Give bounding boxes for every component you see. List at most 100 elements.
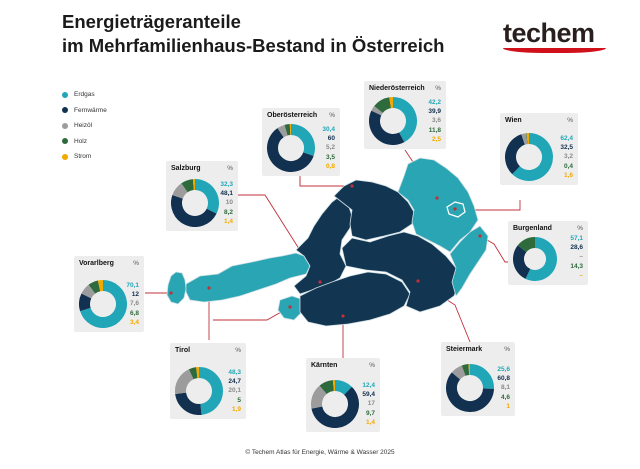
value-strom: 2,5 (431, 135, 441, 143)
percent-unit: % (435, 85, 441, 92)
value-fernwaerme: 32,5 (560, 144, 573, 152)
slice-holz (461, 364, 470, 376)
dot-wien (453, 207, 457, 211)
value-heizoel: 20,1 (228, 387, 241, 395)
percent-unit: % (369, 362, 375, 369)
percent-unit: % (567, 117, 573, 124)
value-holz: 9,7 (365, 409, 375, 417)
value-fernwaerme: 59,4 (362, 391, 375, 399)
percent-unit: % (227, 165, 233, 172)
card-salzburg: Salzburg% 32,3 48,1 10 8,2 1,4 (166, 161, 238, 231)
slice-fernwaerme (446, 372, 494, 412)
value-holz: 4,6 (500, 393, 510, 401)
percent-unit: % (235, 347, 241, 354)
value-erdgas: 42,2 (428, 99, 441, 106)
card-niederoesterreich: Niederösterreich% 42,2 39,9 3,6 11,8 2,5 (364, 81, 446, 149)
slice-heizoel (172, 183, 188, 200)
donut-chart (175, 367, 223, 415)
dot-oberoesterreich (350, 184, 354, 188)
value-heizoel: 3,2 (563, 153, 573, 161)
region-name: Kärnten (311, 362, 338, 369)
value-erdgas: 70,1 (126, 282, 139, 289)
slice-heizoel (175, 369, 194, 395)
slice-erdgas (512, 133, 553, 181)
slice-holz (517, 237, 536, 253)
slice-fernwaerme (311, 386, 359, 428)
slice-heizoel (81, 284, 96, 299)
percent-unit: % (504, 346, 510, 353)
slice-fernwaerme (267, 128, 314, 172)
title-line-2: im Mehrfamilienhaus-Bestand in Österreic… (62, 35, 445, 56)
slice-erdgas (194, 179, 219, 214)
region-name: Niederösterreich (369, 85, 425, 92)
dot-vorarlberg (169, 291, 173, 295)
region-name: Vorarlberg (79, 260, 114, 267)
card-steiermark: Steiermark% 25,6 60,8 8,1 4,6 1 (441, 342, 515, 416)
dot-burgenland (478, 234, 482, 238)
value-heizoel: 7,6 (129, 300, 139, 308)
legend-item-erdgas: Erdgas (62, 87, 107, 103)
slice-holz (374, 97, 392, 114)
slice-heizoel (371, 106, 383, 116)
donut-chart (311, 380, 359, 428)
card-oberoesterreich: Oberösterreich% 30,4 60 5,2 3,5 0,8 (262, 108, 340, 176)
legend-swatch (62, 122, 68, 129)
value-list: 30,4 60 5,2 3,5 0,8 (322, 125, 335, 171)
slice-holz (88, 280, 101, 294)
region-burgenland (449, 225, 489, 297)
region-tirol (185, 252, 311, 303)
slice-erdgas (80, 280, 127, 328)
dot-tirol (207, 286, 211, 290)
legend-label: Erdgas (74, 91, 95, 99)
donut-chart (79, 280, 127, 328)
donut-chart (505, 133, 553, 181)
value-erdgas: 48,3 (228, 369, 241, 376)
slice-erdgas (198, 367, 223, 415)
value-list: 62,4 32,5 3,2 0,4 1,6 (560, 134, 573, 180)
legend-swatch (62, 153, 68, 160)
slice-erdgas (525, 237, 557, 281)
donut-chart (513, 237, 557, 281)
value-fernwaerme: 60 (327, 135, 335, 143)
donut-chart (446, 364, 494, 412)
value-list: 32,3 48,1 10 8,2 1,4 (220, 180, 233, 226)
legend-item-holz: Holz (62, 134, 107, 150)
value-strom: 3,4 (129, 318, 139, 326)
value-erdgas: 57,1 (570, 235, 583, 242)
slice-holz (181, 179, 195, 193)
dot-steiermark (416, 279, 420, 283)
value-strom: 1,9 (231, 405, 241, 413)
value-fernwaerme: 39,9 (428, 108, 441, 116)
region-name: Tirol (175, 347, 191, 354)
value-erdgas: 25,6 (497, 366, 510, 373)
slice-fernwaerme (505, 134, 526, 175)
title-line-1: Energieträgeranteile (62, 11, 241, 32)
legend-label: Heizöl (74, 122, 93, 130)
value-holz: 11,8 (428, 126, 441, 134)
value-fernwaerme: 28,6 (570, 244, 583, 252)
dot-salzburg (318, 280, 322, 284)
slice-holz (284, 124, 291, 136)
card-wien: Wien% 62,4 32,5 3,2 0,4 1,6 (500, 113, 578, 185)
legend-swatch (62, 91, 68, 98)
value-heizoel: 5,2 (325, 144, 335, 152)
percent-unit: % (329, 112, 335, 119)
legend-label: Holz (74, 137, 88, 145)
region-name: Wien (505, 117, 522, 124)
value-list: 25,6 60,8 8,1 4,6 1 (497, 365, 510, 411)
card-kaernten: Kärnten% 12,4 59,4 17 9,7 1,4 (306, 358, 380, 432)
footer-credit: © Techem Atlas für Energie, Wärme & Wass… (245, 449, 395, 456)
logo-swoosh (503, 48, 606, 53)
region-name: Steiermark (446, 346, 483, 353)
card-vorarlberg: Vorarlberg% 70,1 12 7,6 6,8 3,4 (74, 256, 144, 332)
value-holz: 0,4 (563, 162, 573, 170)
chart-title: Energieträgeranteile im Mehrfamilienhaus… (62, 10, 444, 58)
donut-chart (267, 124, 315, 172)
value-holz: 6,8 (129, 309, 139, 317)
value-holz: 8,2 (223, 208, 233, 216)
logo-text: techem (503, 18, 595, 48)
slice-fernwaerme (513, 245, 531, 279)
legend-swatch (62, 138, 68, 145)
dot-niederoesterreich (435, 196, 439, 200)
